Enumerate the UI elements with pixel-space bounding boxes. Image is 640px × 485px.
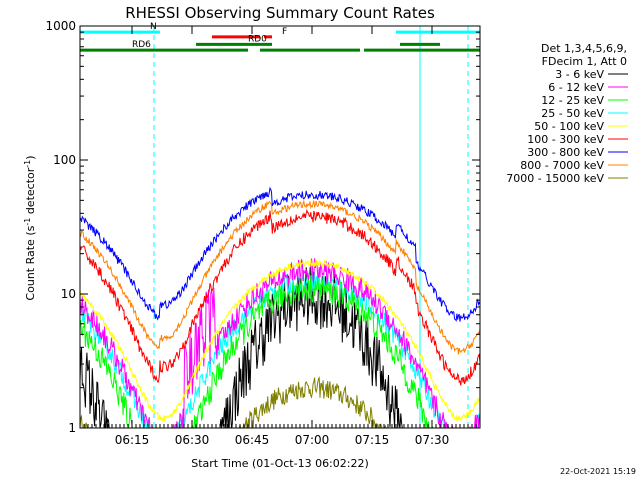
y-tick-label: 1000 [45, 19, 76, 33]
x-tick-label: 07:00 [295, 433, 330, 447]
legend-header: FDecim 1, Att 0 [542, 55, 627, 68]
y-axis-label: Count Rate (s-1 detector-1) [23, 155, 38, 300]
footer-timestamp: 22-Oct-2021 15:19 [560, 467, 636, 476]
legend-entry-label: 100 - 300 keV [527, 133, 604, 146]
series-line-7 [79, 199, 481, 355]
flag-label: RD0 [248, 34, 267, 44]
y-axis-label-part: detector [24, 167, 37, 217]
legend-entry-label: 7000 - 15000 keV [506, 172, 604, 185]
x-tick-label: 06:45 [235, 433, 270, 447]
series-line-1 [79, 258, 481, 429]
flag-label: N [150, 22, 157, 32]
legend-entry-label: 25 - 50 keV [541, 107, 604, 120]
y-tick-label: 1 [68, 421, 76, 435]
series-line-4 [79, 259, 481, 422]
x-axis: 06:15 06:30 06:45 07:00 07:15 07:30 [79, 26, 481, 447]
x-axis-label: Start Time (01-Oct-13 06:02:22) [191, 457, 369, 470]
legend-entry-label: 800 - 7000 keV [520, 159, 604, 172]
y-tick-label: 100 [53, 153, 76, 167]
x-tick-label: 06:30 [175, 433, 210, 447]
chart-title: RHESSI Observing Summary Count Rates [125, 4, 435, 22]
flag-label: RD6 [132, 40, 151, 50]
y-tick-label: 10 [61, 287, 76, 301]
series-line-5 [79, 208, 481, 386]
flag-label: F [282, 27, 287, 37]
legend-header: Det 1,3,4,5,6,9, [541, 42, 627, 55]
x-tick-label: 06:15 [115, 433, 150, 447]
y-axis-label-part: Count Rate (s [24, 225, 37, 300]
legend-entry-label: 300 - 800 keV [527, 146, 604, 159]
legend-entry-label: 50 - 100 keV [534, 120, 604, 133]
legend-entry-label: 6 - 12 keV [548, 81, 604, 94]
legend: Det 1,3,4,5,6,9,FDecim 1, Att 03 - 6 keV… [506, 42, 628, 185]
y-axis: 1 10 100 1000 [45, 19, 480, 435]
y-axis-label-part: ) [24, 155, 37, 159]
x-tick-label: 07:15 [355, 433, 390, 447]
y-axis-label-part: -1 [23, 160, 32, 168]
legend-entry-label: 12 - 25 keV [541, 94, 604, 107]
x-tick-label: 07:30 [415, 433, 450, 447]
flag-bars: N F RD0 RD6 [80, 22, 480, 52]
series-line-6 [79, 186, 481, 322]
legend-entry-label: 3 - 6 keV [555, 68, 604, 81]
y-axis-label-part: -1 [23, 218, 32, 226]
